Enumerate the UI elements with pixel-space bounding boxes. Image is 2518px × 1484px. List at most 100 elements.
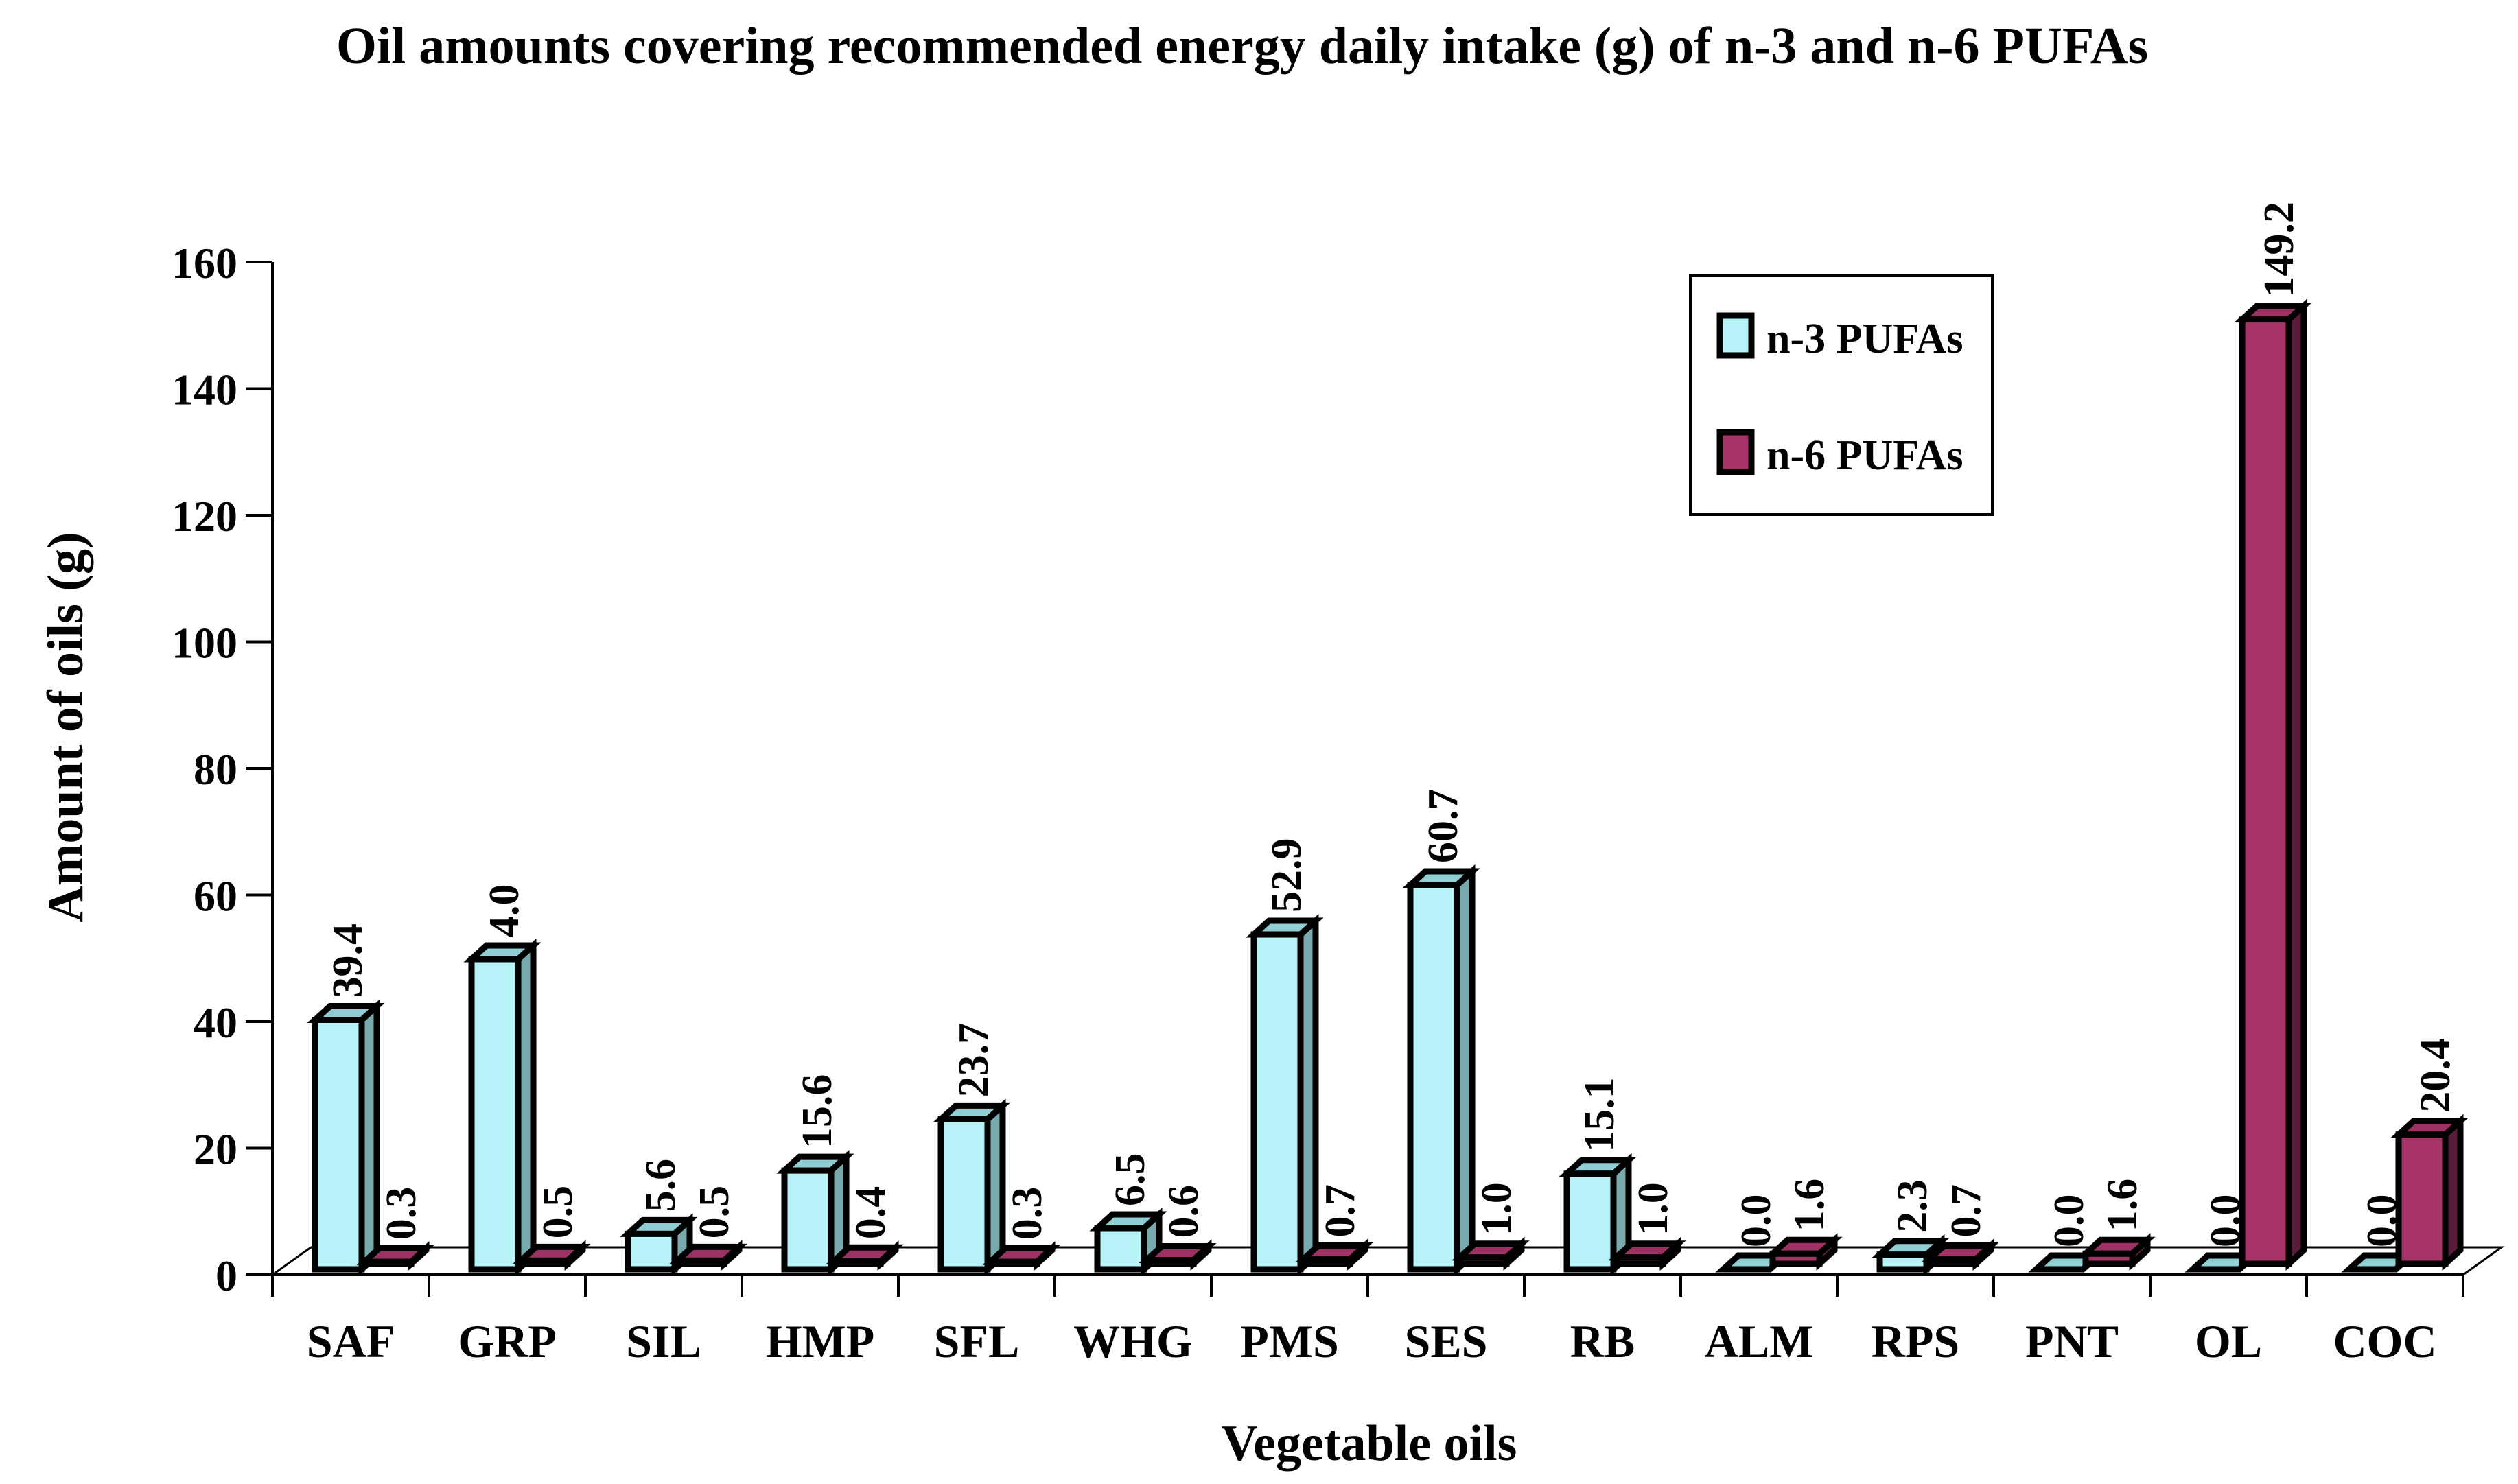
bar-n3-PMS-front bbox=[1250, 931, 1304, 1273]
y-tick-label: 0 bbox=[215, 1251, 237, 1300]
value-label-n3-ALM: 0.0 bbox=[1733, 1194, 1780, 1248]
bar-n3-RB-front bbox=[1563, 1170, 1617, 1273]
chart-title: Oil amounts covering recommended energy … bbox=[336, 17, 2148, 75]
value-label-n6-PNT: 1.6 bbox=[2099, 1179, 2146, 1232]
bar-n6-PNT-front bbox=[2082, 1250, 2136, 1267]
bar-n6-GRP bbox=[513, 1240, 591, 1271]
bar-value-labels: 39.40.34.00.55.60.515.60.423.70.36.50.65… bbox=[325, 202, 2459, 1247]
value-label-n6-SIL: 0.5 bbox=[691, 1186, 738, 1239]
y-tick-label: 140 bbox=[172, 366, 237, 414]
x-axis-title: Vegetable oils bbox=[1222, 1415, 1517, 1472]
value-label-n6-SAF: 0.3 bbox=[378, 1187, 425, 1240]
bar-n6-PMS bbox=[1295, 1238, 1373, 1271]
value-label-n3-SIL: 5.6 bbox=[638, 1159, 684, 1212]
value-label-n3-WHG: 6.5 bbox=[1107, 1153, 1154, 1207]
bar-n6-SES bbox=[1452, 1236, 1530, 1271]
value-label-n3-SES: 60.7 bbox=[1420, 789, 1467, 864]
legend-label-n6: n-6 PUFAs bbox=[1767, 432, 1963, 479]
bar-n6-SFL bbox=[982, 1241, 1060, 1271]
category-label-SES: SES bbox=[1405, 1315, 1488, 1367]
y-tick-label: 100 bbox=[172, 619, 237, 668]
category-label-PMS: PMS bbox=[1240, 1315, 1339, 1367]
bar-n3-GRP-front bbox=[468, 956, 522, 1273]
value-label-n6-PMS: 0.7 bbox=[1317, 1184, 1364, 1238]
y-tick-label: 120 bbox=[172, 492, 237, 541]
bar-n6-RB bbox=[1608, 1236, 1686, 1271]
plot-floor bbox=[269, 1246, 2505, 1276]
value-label-n3-SFL: 23.7 bbox=[951, 1023, 997, 1098]
bar-n3-PMS bbox=[1246, 913, 1324, 1277]
bar-n6-HMP-front bbox=[830, 1258, 884, 1267]
value-label-n6-RB: 1.0 bbox=[1630, 1182, 1677, 1236]
bar-n6-OL bbox=[2234, 298, 2312, 1271]
y-axis-title: Amount of oils (g) bbox=[38, 532, 94, 922]
bar-n6-ALM bbox=[1764, 1233, 1843, 1271]
bar-n6-RPS bbox=[1921, 1238, 1999, 1271]
category-label-GRP: GRP bbox=[458, 1315, 557, 1367]
value-label-n3-GRP: 4.0 bbox=[481, 884, 528, 937]
category-label-SAF: SAF bbox=[307, 1315, 395, 1367]
legend-label-n3: n-3 PUFAs bbox=[1767, 316, 1963, 362]
bar-n6-RB-front bbox=[1613, 1254, 1666, 1267]
category-label-PNT: PNT bbox=[2025, 1315, 2119, 1367]
bar-n6-SAF bbox=[356, 1241, 434, 1271]
category-label-HMP: HMP bbox=[766, 1315, 875, 1367]
bar-n6-COC-front bbox=[2395, 1131, 2449, 1267]
value-label-n6-HMP: 0.4 bbox=[848, 1186, 894, 1240]
value-label-n6-GRP: 0.5 bbox=[535, 1186, 581, 1239]
value-label-n3-COC: 0.0 bbox=[2359, 1194, 2405, 1248]
value-label-n3-OL: 0.0 bbox=[2202, 1194, 2249, 1248]
value-label-n6-SFL: 0.3 bbox=[1004, 1187, 1051, 1240]
category-label-RB: RB bbox=[1570, 1315, 1635, 1367]
bar-n6-GRP-front bbox=[517, 1257, 571, 1267]
bar-n6-HMP bbox=[826, 1240, 904, 1271]
y-tick-label: 40 bbox=[194, 998, 237, 1047]
value-label-n3-PMS: 52.9 bbox=[1263, 838, 1310, 912]
bar-n6-PNT bbox=[2077, 1233, 2156, 1271]
category-label-RPS: RPS bbox=[1872, 1315, 1959, 1367]
bar-n6-SES-front bbox=[1456, 1254, 1510, 1267]
value-label-n3-SAF: 39.4 bbox=[325, 923, 371, 998]
bar-n6-COC bbox=[2390, 1114, 2469, 1271]
bar-n3-WHG bbox=[1089, 1207, 1167, 1277]
category-label-SFL: SFL bbox=[934, 1315, 1020, 1367]
value-label-n6-SES: 1.0 bbox=[1473, 1182, 1520, 1236]
value-label-n6-OL: 149.2 bbox=[2256, 202, 2303, 298]
bar-n3-RPS-front bbox=[1876, 1251, 1930, 1273]
category-label-OL: OL bbox=[2195, 1315, 2262, 1367]
bar-n6-PMS-front bbox=[1300, 1256, 1353, 1267]
y-tick-label: 20 bbox=[194, 1125, 237, 1174]
y-tick-label: 60 bbox=[194, 872, 237, 921]
value-label-n6-ALM: 1.6 bbox=[1786, 1179, 1833, 1232]
bar-n3-WHG-front bbox=[1094, 1225, 1147, 1273]
bar-n6-SIL-front bbox=[674, 1257, 727, 1267]
bar-n3-SFL-front bbox=[937, 1116, 991, 1273]
value-label-n3-RB: 15.1 bbox=[1576, 1077, 1623, 1152]
category-label-COC: COC bbox=[2333, 1315, 2436, 1367]
value-label-n6-RPS: 0.7 bbox=[1943, 1184, 1990, 1238]
y-axis-ticks: 0 20 40 60 80 100 120 140 160 bbox=[172, 239, 272, 1300]
bar-n6-WHG bbox=[1139, 1239, 1217, 1271]
bar-n6-ALM-front bbox=[1769, 1250, 1823, 1267]
bar-n6-RPS-front bbox=[1926, 1256, 1979, 1267]
y-tick-label: 80 bbox=[194, 745, 237, 794]
bar-n3-HMP-front bbox=[781, 1167, 835, 1273]
bar-n3-HMP bbox=[776, 1149, 854, 1277]
value-label-n3-PNT: 0.0 bbox=[2046, 1194, 2092, 1248]
category-label-ALM: ALM bbox=[1705, 1315, 1814, 1367]
category-label-SIL: SIL bbox=[626, 1315, 701, 1367]
value-label-n3-HMP: 15.6 bbox=[794, 1074, 841, 1149]
bar-n3-SES bbox=[1402, 864, 1480, 1277]
value-label-n6-WHG: 0.6 bbox=[1161, 1185, 1207, 1238]
bar-n6-SAF-front bbox=[361, 1258, 415, 1267]
value-label-n3-RPS: 2.3 bbox=[1889, 1179, 1936, 1233]
value-label-n6-COC: 20.4 bbox=[2412, 1038, 2459, 1113]
bar-n3-GRP bbox=[463, 938, 541, 1277]
bar-n3-RB bbox=[1559, 1153, 1637, 1277]
legend: n-3 PUFAs n-6 PUFAs bbox=[1689, 274, 1994, 516]
y-tick-label: 160 bbox=[172, 239, 237, 287]
bar-n3-SES-front bbox=[1407, 882, 1460, 1273]
bar-n6-SFL-front bbox=[987, 1258, 1040, 1267]
